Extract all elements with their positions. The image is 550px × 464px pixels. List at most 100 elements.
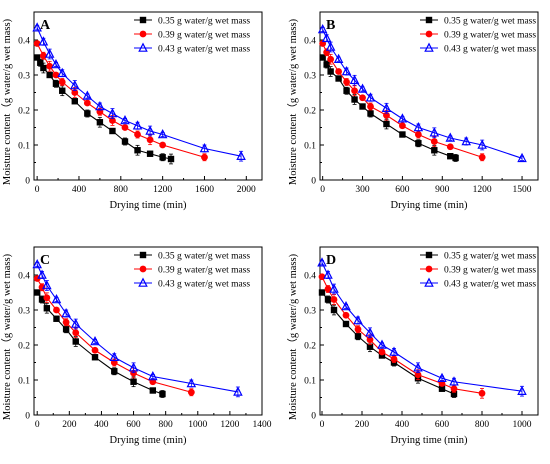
data-point: [367, 110, 374, 117]
x-axis-title: Drying time (min): [110, 435, 187, 446]
data-point: [95, 100, 105, 111]
series-line: [36, 278, 192, 393]
x-axis-title: Drying time (min): [391, 435, 468, 446]
data-point: [415, 140, 422, 147]
data-point: [390, 355, 398, 363]
panel-letter: D: [326, 253, 336, 268]
data-point: [359, 103, 366, 110]
series-039: [319, 40, 486, 162]
data-point: [431, 147, 438, 154]
data-point: [327, 55, 335, 63]
data-point: [83, 99, 91, 107]
series-043: [317, 23, 527, 163]
data-point: [354, 325, 362, 333]
data-point: [37, 269, 47, 279]
x-tick-label: 1200: [473, 185, 492, 195]
data-point: [34, 289, 41, 296]
x-tick-label: 800: [475, 420, 490, 430]
data-point: [120, 114, 130, 125]
series-043: [317, 257, 527, 397]
x-tick-label: 800: [159, 420, 174, 430]
x-tick-label: 1000: [188, 420, 207, 430]
data-point: [478, 389, 486, 397]
data-point: [438, 385, 446, 392]
data-point: [42, 279, 52, 290]
data-point: [333, 53, 344, 64]
data-point: [335, 68, 343, 75]
data-point: [40, 52, 47, 60]
legend-label: 0.35 g water/g wet mass: [158, 17, 250, 27]
series-line: [321, 276, 483, 394]
data-point: [413, 121, 424, 132]
y-tick-label: 0.2: [18, 107, 30, 117]
data-point: [357, 83, 368, 93]
legend-item: 0.35 g water/g wet mass: [134, 252, 250, 262]
plot-frame: [33, 246, 263, 416]
y-axis-title: Moisture content（g water/g wet mass): [1, 253, 13, 420]
legend-item: 0.35 g water/g wet mass: [134, 17, 250, 27]
panel-letter: A: [40, 18, 51, 33]
x-tick-label: 600: [395, 185, 410, 195]
x-tick-label: 1400: [253, 420, 272, 430]
data-point: [62, 326, 70, 333]
data-point: [121, 138, 129, 145]
data-point: [82, 90, 93, 100]
y-tick-label: 0.3: [304, 72, 316, 82]
data-point: [52, 71, 60, 79]
data-point: [167, 155, 175, 163]
x-tick-label: 300: [355, 185, 370, 195]
data-point: [430, 138, 438, 145]
legend-item: 0.43 g water/g wet mass: [420, 42, 536, 55]
panel-letter: C: [40, 253, 50, 268]
data-point: [107, 107, 118, 118]
x-tick-label: 1600: [195, 185, 214, 195]
data-point: [145, 125, 155, 135]
data-point: [450, 390, 458, 398]
data-point: [399, 122, 406, 130]
y-axis-title: Moisture content（g water/g wet mass): [1, 18, 13, 185]
data-point: [61, 307, 71, 318]
legend-marker: [424, 42, 434, 52]
data-point: [353, 314, 363, 325]
y-tick-label: 0: [311, 177, 316, 187]
data-point: [51, 293, 62, 304]
x-tick-label: 1200: [220, 420, 239, 430]
x-tick-label: 0: [320, 420, 325, 430]
legend-marker: [425, 251, 433, 259]
series-039: [33, 275, 195, 397]
series-line: [321, 292, 455, 395]
x-tick-label: 400: [72, 185, 87, 195]
legend-marker: [139, 16, 147, 24]
y-axis-title: Moisture content（g water/g wet mass): [287, 253, 299, 420]
data-point: [53, 306, 60, 314]
data-point: [90, 335, 100, 346]
data-point: [128, 362, 139, 372]
data-point: [70, 318, 81, 328]
y-tick-label: 0.1: [304, 142, 316, 152]
x-tick-label: 800: [114, 185, 129, 195]
data-point: [40, 64, 47, 72]
series-039: [318, 273, 486, 399]
x-tick-label: 400: [395, 420, 410, 430]
data-point: [159, 154, 166, 161]
data-point: [62, 318, 70, 326]
data-point: [381, 102, 392, 113]
data-point: [446, 143, 454, 151]
legend-label: 0.35 g water/g wet mass: [444, 252, 536, 262]
data-point: [149, 387, 157, 394]
legend-marker: [425, 16, 433, 24]
data-point: [58, 78, 66, 86]
y-tick-label: 0.1: [18, 142, 30, 152]
legend-item: 0.39 g water/g wet mass: [420, 266, 536, 276]
x-tick-label: 1500: [513, 185, 532, 195]
x-tick-label: 0: [320, 185, 325, 195]
data-point: [317, 257, 327, 267]
y-tick-label: 0.3: [18, 307, 30, 317]
y-tick-label: 0.2: [18, 342, 30, 352]
data-point: [199, 142, 210, 153]
data-point: [477, 139, 487, 149]
data-point: [72, 329, 80, 337]
y-tick-label: 0: [25, 177, 30, 187]
legend-item: 0.43 g water/g wet mass: [134, 277, 250, 290]
